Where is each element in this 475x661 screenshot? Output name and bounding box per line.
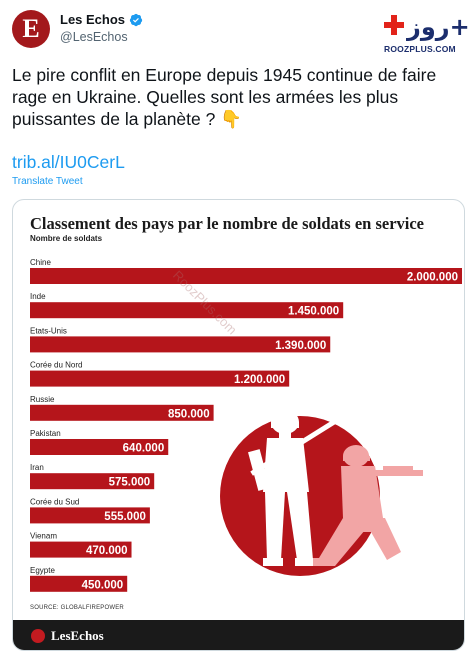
soldiers-illustration — [220, 410, 423, 576]
account-name-label: Les Echos — [60, 12, 126, 27]
bar — [30, 507, 150, 524]
bar-category-label: Etats-Unis — [30, 326, 67, 335]
bar — [30, 370, 290, 387]
bar-category-label: Corée du Nord — [30, 361, 82, 370]
tweet-link[interactable]: trib.al/IU0CerL — [12, 152, 125, 172]
bar — [30, 302, 344, 319]
account-avatar[interactable]: E — [12, 10, 50, 48]
bar-value-label: 850.000 — [168, 408, 210, 420]
bar-chart: Chine 2.000.000 Inde 1.450.000 Etats-Unis 1.3… — [30, 258, 462, 592]
bar-value-label: 555.000 — [104, 511, 146, 523]
roozplus-site: ROOZPLUS.COM — [384, 44, 456, 54]
bars-group: Chine 2.000.000 Inde 1.450.000 Etats-Unis 1.3… — [30, 258, 462, 592]
bar-category-label: Iran — [30, 463, 44, 472]
infographic-card[interactable]: Classement des pays par le nombre de sol… — [12, 199, 465, 651]
bar — [30, 268, 462, 284]
roozplus-logo-text: روز+ — [406, 13, 470, 41]
bar-category-label: Inde — [30, 292, 46, 301]
les-echos-logo-icon — [31, 629, 45, 643]
bar-category-label: Vienam — [30, 532, 57, 541]
account-name[interactable]: Les Echos — [60, 12, 143, 27]
standing-soldier-icon — [248, 410, 347, 566]
account-handle[interactable]: @LesEchos — [60, 30, 128, 44]
kneeling-soldier-icon — [313, 445, 423, 566]
bar — [30, 336, 331, 353]
bar — [30, 473, 155, 490]
bar-category-label: Egypte — [30, 566, 55, 575]
bar-value-label: 1.390.000 — [275, 340, 326, 352]
bar-category-label: Russie — [30, 395, 55, 404]
bar — [30, 404, 214, 421]
chart-title: Classement des pays par le nombre de sol… — [30, 214, 425, 233]
infographic-footer: LesEchos — [13, 620, 464, 650]
bar — [30, 541, 132, 558]
bar — [30, 439, 169, 455]
roozplus-logo: روز+ — [384, 13, 470, 41]
chart-axis-label: Nombre de soldats — [30, 234, 103, 243]
bar-value-label: 1.450.000 — [288, 306, 339, 318]
bar-category-label: Chine — [30, 258, 51, 267]
footer-brand: LesEchos — [51, 628, 104, 643]
tweet-text: Le pire conflit en Europe depuis 1945 co… — [12, 65, 437, 129]
bar-value-label: 575.000 — [109, 477, 151, 489]
bar-value-label: 2.000.000 — [407, 272, 458, 284]
bar — [30, 575, 128, 592]
chart-source: SOURCE: GLOBALFIREPOWER — [30, 605, 124, 611]
bar-value-label: 470.000 — [86, 545, 128, 557]
bar-value-label: 1.200.000 — [234, 374, 285, 386]
translate-tweet-link[interactable]: Translate Tweet — [12, 176, 83, 187]
bar-value-label: 640.000 — [123, 443, 165, 455]
verified-badge-icon — [129, 13, 143, 26]
bar-value-label: 450.000 — [82, 579, 124, 591]
bar-category-label: Corée du Sud — [30, 497, 79, 506]
bar-category-label: Pakistan — [30, 429, 61, 438]
